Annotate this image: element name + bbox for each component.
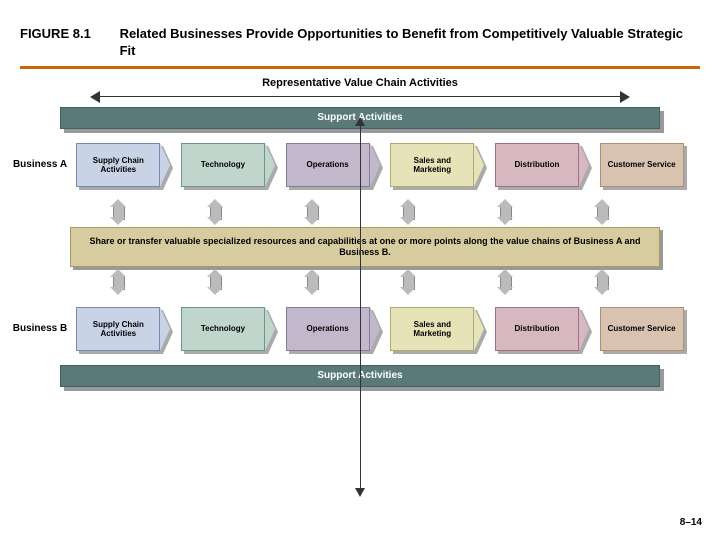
chain-a-box-label: Operations	[286, 143, 370, 187]
chain-b-box: Customer Service	[600, 307, 684, 351]
chain-b-box-label: Customer Service	[600, 307, 684, 351]
chain-a-box: Supply Chain Activities	[76, 143, 160, 187]
updown-arrow-icon	[595, 201, 609, 223]
updown-arrow-icon	[305, 201, 319, 223]
header-rule	[20, 66, 700, 69]
chain-a-box: Technology	[181, 143, 265, 187]
updown-arrow-icon	[498, 201, 512, 223]
chain-a-box: Distribution	[495, 143, 579, 187]
updown-arrow-icon	[401, 201, 415, 223]
updown-arrow-icon	[595, 271, 609, 293]
updown-arrow-icon	[111, 271, 125, 293]
chain-b-box: Supply Chain Activities	[76, 307, 160, 351]
chain-b-box: Technology	[181, 307, 265, 351]
business-b-label: Business B	[10, 323, 70, 335]
updown-arrow-icon	[208, 271, 222, 293]
page-number: 8–14	[680, 517, 702, 528]
chain-a-box: Sales and Marketing	[390, 143, 474, 187]
updown-arrow-icon	[305, 271, 319, 293]
chain-b-box-label: Sales and Marketing	[390, 307, 474, 351]
updown-arrow-icon	[498, 271, 512, 293]
business-a-label: Business A	[10, 159, 70, 171]
chain-a-box: Operations	[286, 143, 370, 187]
chain-b-box: Operations	[286, 307, 370, 351]
chain-a-box-label: Customer Service	[600, 143, 684, 187]
chain-b-box: Sales and Marketing	[390, 307, 474, 351]
chain-a-box: Customer Service	[600, 143, 684, 187]
chain-b-box-label: Distribution	[495, 307, 579, 351]
chain-b-box-label: Operations	[286, 307, 370, 351]
chain-a-box-label: Distribution	[495, 143, 579, 187]
chain-a-box-label: Technology	[181, 143, 265, 187]
share-box: Share or transfer valuable specialized r…	[70, 227, 660, 267]
figure-title: Related Businesses Provide Opportunities…	[120, 26, 700, 60]
chain-b-box: Distribution	[495, 307, 579, 351]
chain-b-box-label: Technology	[181, 307, 265, 351]
chain-b-box-label: Supply Chain Activities	[76, 307, 160, 351]
updown-arrow-icon	[208, 201, 222, 223]
chain-a-box-label: Sales and Marketing	[390, 143, 474, 187]
figure-number: FIGURE 8.1	[20, 26, 120, 60]
share-text: Share or transfer valuable specialized r…	[70, 227, 660, 267]
business-b-row: Business B Supply Chain Activities Techno…	[10, 307, 690, 351]
updown-arrow-icon	[401, 271, 415, 293]
representative-label: Representative Value Chain Activities	[30, 77, 690, 89]
chain-a-box-label: Supply Chain Activities	[76, 143, 160, 187]
business-a-row: Business A Supply Chain Activities Techno…	[10, 143, 690, 187]
updown-arrow-icon	[111, 201, 125, 223]
horizontal-double-arrow-icon	[90, 91, 630, 103]
diagram: Representative Value Chain Activities Su…	[30, 77, 690, 507]
